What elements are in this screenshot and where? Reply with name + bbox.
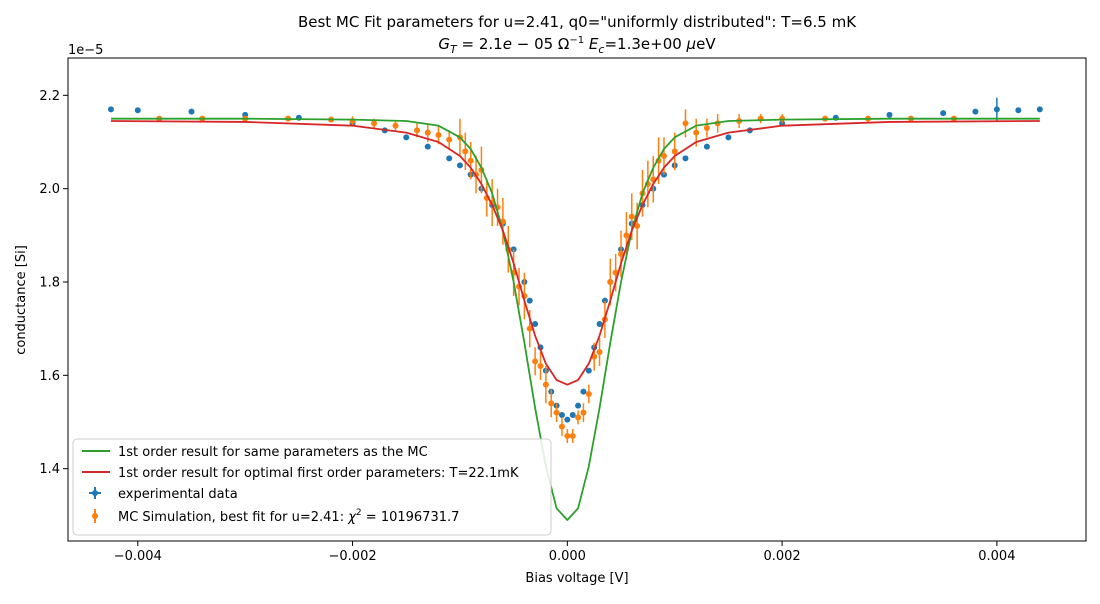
series-3-point (462, 148, 469, 155)
series-3-point (623, 232, 630, 239)
series-2-point (575, 402, 582, 409)
series-2-point (456, 162, 463, 169)
x-tick-label: 0.004 (978, 549, 1015, 564)
series-2-point (940, 110, 947, 117)
x-tick-label: −0.004 (114, 549, 162, 564)
series-3-point (580, 409, 587, 416)
series-2-point (403, 134, 410, 141)
series-2-point (725, 134, 732, 141)
plot-clipped-area (107, 97, 1043, 521)
legend-swatch-experimental (89, 487, 101, 499)
legend-label-experimental: experimental data (118, 487, 238, 502)
series-3-point (548, 400, 555, 407)
legend-label-same-parameters: 1st order result for same parameters as … (118, 445, 428, 460)
y-tick-label: 2.0 (39, 182, 60, 197)
x-axis-label: Bias voltage [V] (525, 571, 628, 586)
series-2-point (682, 155, 689, 162)
y-axis-label: conductance [Si] (14, 245, 29, 355)
series-3-point (585, 391, 592, 397)
series-3-point (392, 122, 399, 129)
chart-title-line1: Best MC Fit parameters for u=2.41, q0="u… (298, 13, 857, 31)
series-2-point (424, 143, 431, 150)
series-3-point (628, 213, 635, 220)
series-3-point (693, 129, 700, 136)
series-3-point (564, 433, 571, 439)
series-2-point (1015, 107, 1022, 114)
series-3-point (532, 358, 539, 365)
series-3-point (435, 132, 442, 138)
series-2-points (107, 97, 1043, 423)
series-2-point (446, 155, 453, 162)
series-2-point (585, 367, 592, 374)
y-tick-label: 1.6 (39, 369, 60, 384)
series-2-point (580, 388, 587, 395)
series-2-point (1036, 106, 1043, 113)
series-2-point (993, 106, 1000, 113)
chart-title-line2: GT = 2.1e − 05 Ω−1 Ec=1.3e+00 μeV (438, 35, 716, 56)
legend-label-mc-simulation: MC Simulation, best fit for u=2.41: χ2 =… (118, 508, 459, 525)
legend-swatch-mc (92, 509, 98, 523)
series-3-point (634, 223, 641, 229)
series-3-point (553, 409, 560, 416)
series-3-point (542, 381, 549, 388)
series-2-point (703, 143, 710, 150)
plot-content (107, 97, 1043, 521)
series-3-point (569, 433, 576, 439)
legend: 1st order result for same parameters as … (72, 438, 552, 536)
series-3-point (671, 148, 678, 155)
legend-frame (72, 438, 552, 536)
y-tick-label: 1.4 (39, 462, 60, 477)
series-3-point (424, 129, 431, 136)
series-3-point (467, 157, 474, 164)
series-2-point (564, 416, 571, 423)
x-tick-label: 0.002 (763, 549, 800, 564)
series-3-point (779, 115, 786, 122)
series-3-point (526, 325, 533, 332)
series-3-point (537, 363, 544, 369)
y-tick-label: 1.8 (39, 276, 60, 291)
series-3-point (596, 349, 603, 355)
series-2-point (558, 412, 565, 418)
y-tick-label: 2.2 (39, 89, 60, 104)
series-2-point (188, 108, 195, 115)
series-3-point (446, 136, 453, 143)
series-2-point (596, 321, 603, 327)
series-2-point (134, 107, 141, 114)
series-3-point (618, 251, 625, 257)
series-3-point (682, 120, 689, 127)
legend-label-optimal-parameters: 1st order result for optimal first order… (118, 466, 519, 481)
x-tick-label: 0.000 (549, 549, 586, 564)
x-tick-label: −0.002 (329, 549, 377, 564)
series-2-point (569, 412, 576, 418)
series-3-point (575, 414, 582, 421)
series-3-point (413, 127, 420, 134)
series-2-point (107, 106, 114, 113)
series-2-point (526, 297, 533, 304)
series-3-point (660, 153, 667, 159)
series-3-point (558, 423, 565, 430)
series-2-point (972, 108, 979, 115)
series-2-point (886, 111, 893, 118)
y-offset-text: 1e−5 (68, 43, 103, 58)
series-2-point (532, 321, 539, 327)
series-3-point (371, 120, 378, 127)
axes-group: −0.004 −0.002 0.000 0.002 0.004 1.4 1.6 1.8 2.0 2… (39, 57, 1087, 564)
series-3-point (703, 125, 710, 131)
series-3-point (607, 279, 614, 285)
series-1-line (110, 120, 1040, 386)
series-0-line (110, 117, 1040, 521)
axes-frame (67, 57, 1087, 542)
